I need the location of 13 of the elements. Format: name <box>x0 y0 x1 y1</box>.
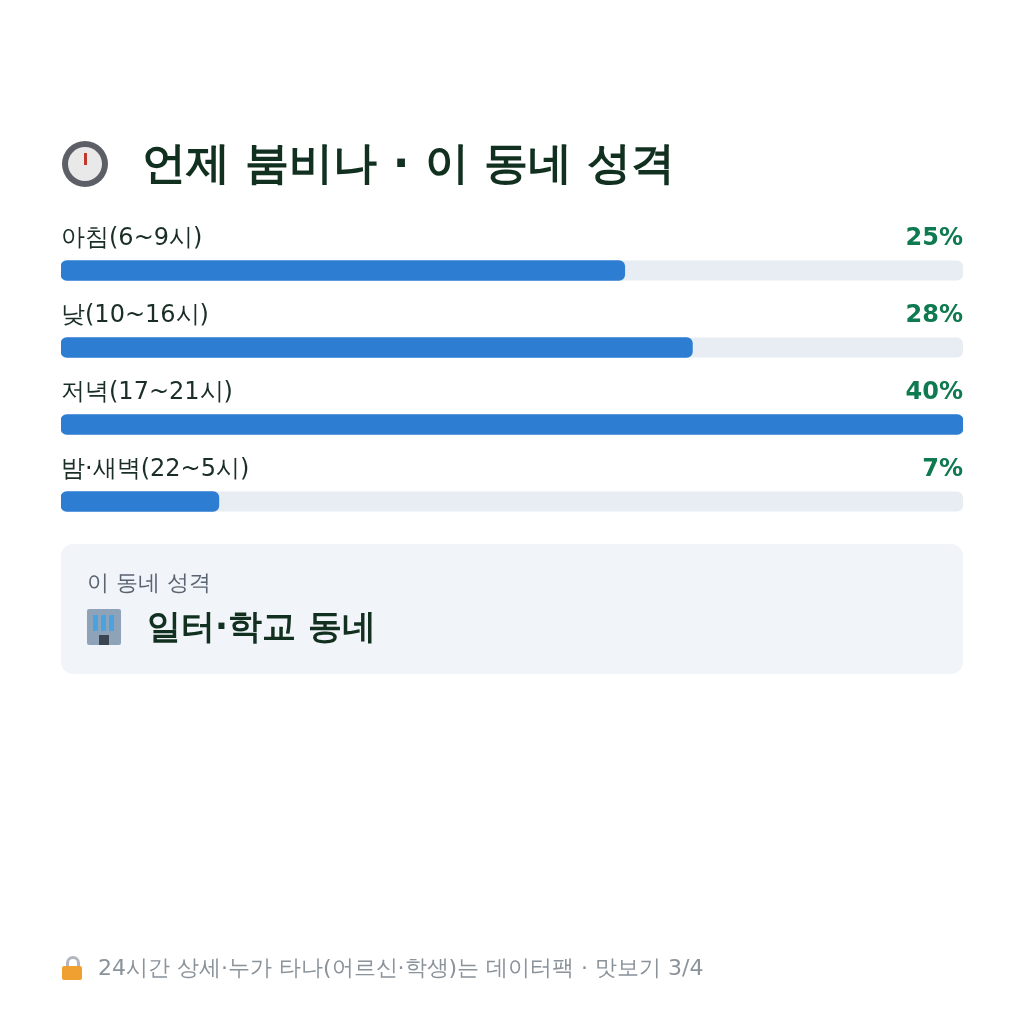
bar <box>61 491 220 512</box>
y-tick-label: 밤·새벽(22~5시) <box>61 453 250 482</box>
text: 일터·학교 동네 <box>147 605 376 648</box>
data-label: 25% <box>905 222 963 251</box>
text: 24시간 상세·누가 타나(어르신·학생)는 데이터팩 · 맛보기 3/4 <box>98 954 704 982</box>
y-tick-label: 아침(6~9시) <box>61 222 203 251</box>
data-label: 7% <box>922 453 963 482</box>
chart-title: 언제 붐비나 · 이 동네 성격 <box>142 136 676 190</box>
text: 이 동네 성격 <box>87 569 211 597</box>
data-label: 40% <box>905 376 963 405</box>
data-label: 28% <box>905 299 963 328</box>
y-tick-label: 저녁(17~21시) <box>61 376 233 405</box>
y-tick-label: 낮(10~16시) <box>61 299 209 328</box>
